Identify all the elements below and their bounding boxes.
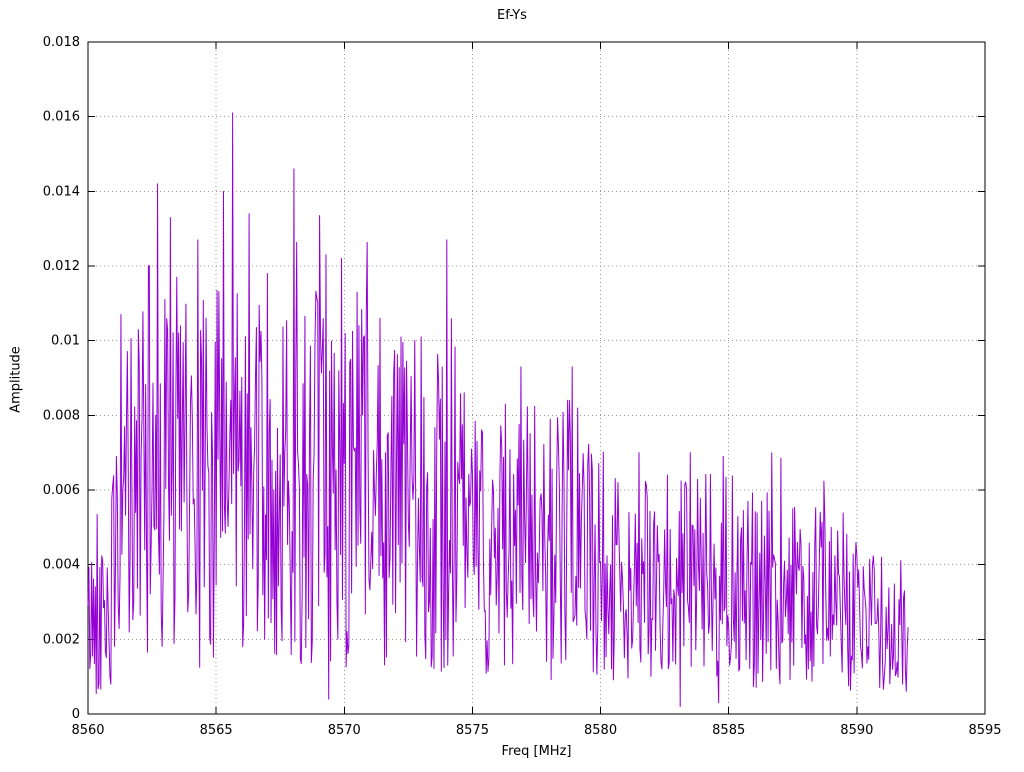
x-tick-label: 8595 [968,723,1001,738]
y-axis-label: Amplitude [8,346,24,413]
x-axis-label: Freq [MHz] [501,744,572,759]
y-tick-label: 0.008 [43,408,80,423]
y-tick-label: 0 [72,707,80,722]
y-tick-label: 0.016 [43,110,80,125]
x-tick-label: 8560 [71,723,104,738]
y-tick-label: 0.004 [43,558,80,573]
y-tick-label: 0.012 [43,259,80,274]
x-tick-label: 8570 [328,723,361,738]
x-tick-label: 8575 [456,723,489,738]
y-tick-label: 0.002 [43,632,80,647]
x-tick-label: 8590 [840,723,873,738]
y-tick-label: 0.018 [43,35,80,50]
y-tick-label: 0.006 [43,483,80,498]
signal-trace [87,112,909,708]
plot-border [87,41,986,715]
x-tick-label: 8585 [712,723,745,738]
y-tick-label: 0.014 [43,184,80,199]
y-tick-label: 0.01 [51,334,80,349]
chart-title: Ef-Ys [497,8,527,23]
x-tick-label: 8580 [584,723,617,738]
x-tick-label: 8565 [200,723,233,738]
